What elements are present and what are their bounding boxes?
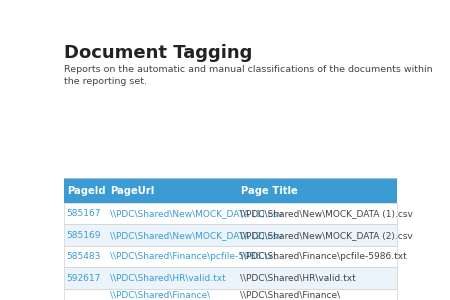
Text: \\PDC\Shared\Finance\
Identity_Finder_Test_Data\
Credit Report.pdf: \\PDC\Shared\Finance\ Identity_Finder_Te… [240,291,359,300]
Text: 585483: 585483 [67,252,101,261]
Bar [64,246,397,268]
Text: PageId: PageId [68,185,106,196]
Bar [64,268,397,289]
Text: \\PDC\Shared\Finance\
Identity_Finder_Test_Data\
Credit Report.pdf: \\PDC\Shared\Finance\ Identity_Finder_Te… [110,291,228,300]
Text: Reports on the automatic and manual classifications of the documents within
the : Reports on the automatic and manual clas… [64,65,432,86]
Text: \\PDC\Shared\Finance\pcfile-5986.txt: \\PDC\Shared\Finance\pcfile-5986.txt [110,252,276,261]
Bar [64,178,397,203]
Text: \\PDC\Shared\New\MOCK_DATA (2).csv: \\PDC\Shared\New\MOCK_DATA (2).csv [110,231,282,240]
Text: \\PDC\Shared\New\MOCK_DATA (1).csv: \\PDC\Shared\New\MOCK_DATA (1).csv [240,209,413,218]
Text: \\PDC\Shared\HR\valid.txt: \\PDC\Shared\HR\valid.txt [110,274,225,283]
Text: Page Title: Page Title [241,185,298,196]
Text: Document Tagging: Document Tagging [64,44,252,62]
Text: \\PDC\Shared\New\MOCK_DATA (2).csv: \\PDC\Shared\New\MOCK_DATA (2).csv [240,231,413,240]
Text: 585167: 585167 [67,209,101,218]
Bar [64,203,397,224]
Bar [64,224,397,246]
Text: 585169: 585169 [67,231,101,240]
Text: \\PDC\Shared\New\MOCK_DATA (1).csv: \\PDC\Shared\New\MOCK_DATA (1).csv [110,209,283,218]
Bar [64,289,397,300]
Text: 592617: 592617 [67,274,101,283]
Text: \\PDC\Shared\Finance\pcfile-5986.txt: \\PDC\Shared\Finance\pcfile-5986.txt [240,252,407,261]
Text: \\PDC\Shared\HR\valid.txt: \\PDC\Shared\HR\valid.txt [240,274,356,283]
Text: PageUrl: PageUrl [110,185,154,196]
